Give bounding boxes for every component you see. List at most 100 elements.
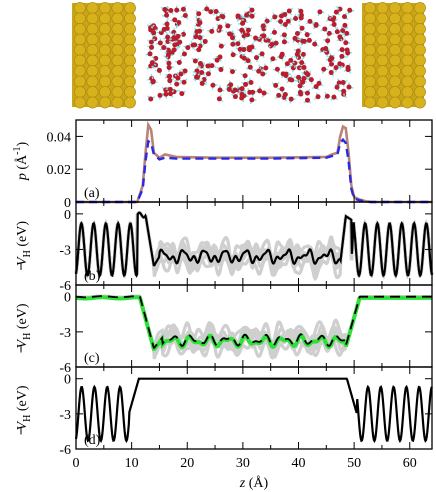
- hartree-dashed-line: [75, 295, 432, 349]
- panel-frame: [75, 119, 433, 203]
- oxygen-atom: [298, 8, 304, 14]
- gold-atom: [124, 12, 136, 25]
- oxygen-atom: [175, 75, 181, 81]
- gold-atom: [376, 44, 389, 56]
- gold-atom: [111, 65, 124, 77]
- gold-atom: [111, 23, 124, 35]
- y-tick-label: -6: [59, 443, 71, 458]
- panel-tag: (d): [84, 433, 101, 448]
- oxygen-atom: [288, 57, 294, 63]
- oxygen-atom: [347, 7, 353, 13]
- y-axis-label: VH (eV): [15, 221, 33, 266]
- gold-atom: [86, 12, 99, 25]
- oxygen-atom: [193, 34, 199, 40]
- oxygen-atom: [197, 43, 203, 49]
- oxygen-atom: [210, 82, 216, 88]
- oxygen-atom: [261, 90, 267, 96]
- oxygen-atom: [261, 33, 267, 39]
- gold-atom: [74, 54, 86, 67]
- gold-atom: [389, 65, 401, 77]
- oxygen-atom: [281, 32, 287, 38]
- gold-atom: [99, 2, 111, 14]
- water-region: [145, 4, 355, 105]
- gold-atom: [124, 2, 136, 14]
- x-tick-label: 30: [236, 456, 250, 471]
- oxygen-atom: [316, 80, 322, 86]
- gold-atom: [124, 75, 136, 88]
- oxygen-atom: [339, 53, 345, 59]
- oxygen-atom: [289, 77, 295, 83]
- oxygen-atom: [312, 41, 318, 47]
- hartree-line: [74, 211, 434, 278]
- gold-atom: [111, 86, 124, 98]
- oxygen-atom: [197, 61, 203, 67]
- gold-atom: [401, 12, 414, 25]
- oxygen-atom: [176, 59, 182, 65]
- oxygen-atom: [282, 12, 288, 18]
- y-tick-label: 0.02: [47, 163, 72, 178]
- oxygen-atom: [340, 28, 346, 34]
- oxygen-atom: [288, 96, 294, 102]
- oxygen-atom: [167, 91, 173, 97]
- oxygen-atom: [215, 16, 221, 22]
- oxygen-atom: [323, 46, 329, 52]
- gold-atom: [124, 54, 136, 67]
- oxygen-atom: [322, 26, 328, 32]
- x-tick-label: 20: [180, 456, 194, 471]
- oxygen-atom: [337, 6, 343, 12]
- y-tick-label: -6: [59, 361, 71, 376]
- oxygen-atom: [181, 79, 187, 85]
- oxygen-atom: [304, 32, 310, 38]
- gold-atom: [401, 44, 414, 56]
- oxygen-atom: [300, 79, 306, 85]
- oxygen-atom: [285, 18, 291, 24]
- oxygen-atom: [213, 9, 219, 15]
- oxygen-atom: [269, 41, 275, 47]
- oxygen-atom: [342, 22, 348, 28]
- oxygen-atom: [336, 80, 342, 86]
- oxygen-atom: [209, 28, 215, 34]
- oxygen-atom: [292, 35, 298, 41]
- gold-atom: [99, 23, 111, 35]
- oxygen-atom: [148, 39, 154, 45]
- oxygen-atom: [300, 51, 306, 57]
- oxygen-atom: [208, 9, 214, 15]
- panel-tag: (b): [84, 269, 101, 284]
- y-axis-label: p (Å-1): [12, 142, 30, 182]
- gold-atom: [389, 33, 401, 46]
- oxygen-atom: [237, 46, 243, 52]
- oxygen-atom: [230, 41, 236, 47]
- oxygen-atom: [180, 31, 186, 37]
- oxygen-atom: [300, 38, 306, 44]
- gold-atom: [74, 65, 86, 77]
- gold-atom: [99, 86, 111, 98]
- oxygen-atom: [199, 70, 205, 76]
- oxygen-atom: [339, 47, 345, 53]
- y-tick-label: 0: [64, 196, 71, 211]
- y-axis-label: VH (eV): [15, 303, 33, 348]
- oxygen-atom: [345, 50, 351, 56]
- oxygen-atom: [217, 87, 223, 93]
- oxygen-atom: [167, 86, 173, 92]
- gold-atom: [111, 2, 124, 14]
- oxygen-atom: [230, 35, 236, 41]
- gold-atom: [364, 23, 376, 35]
- gold-atom: [99, 54, 111, 67]
- oxygen-atom: [243, 81, 249, 87]
- x-tick-label: 60: [403, 456, 417, 471]
- gold-atom: [86, 2, 99, 14]
- oxygen-atom: [299, 25, 305, 31]
- oxygen-atom: [313, 84, 319, 90]
- oxygen-atom: [228, 82, 234, 88]
- x-tick-label: 0: [73, 456, 80, 471]
- oxygen-atom: [239, 27, 245, 33]
- oxygen-atom: [162, 6, 168, 12]
- oxygen-atom: [279, 86, 285, 92]
- gold-atom: [376, 86, 389, 98]
- gold-atom: [99, 65, 111, 77]
- gold-atom: [74, 86, 86, 98]
- oxygen-atom: [293, 15, 299, 21]
- gold-atom: [376, 2, 389, 14]
- oxygen-atom: [284, 61, 290, 67]
